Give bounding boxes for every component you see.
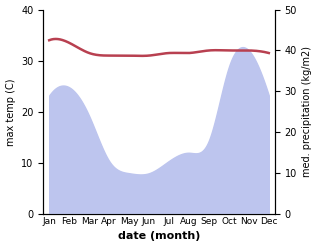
Y-axis label: med. precipitation (kg/m2): med. precipitation (kg/m2) [302, 46, 313, 177]
Y-axis label: max temp (C): max temp (C) [5, 78, 16, 145]
X-axis label: date (month): date (month) [118, 231, 200, 242]
